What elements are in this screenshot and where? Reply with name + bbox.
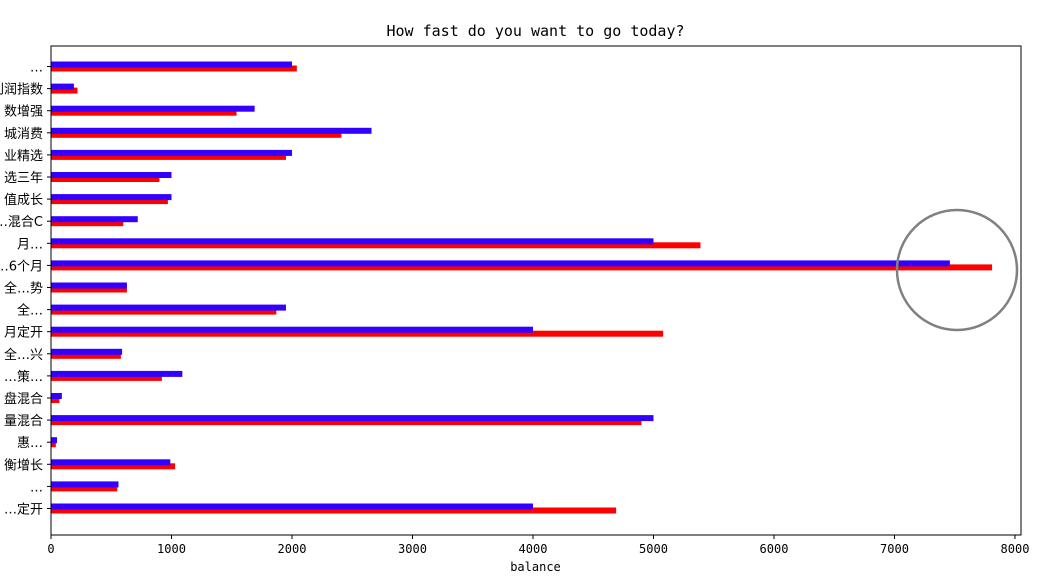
bar-series2 — [51, 127, 372, 134]
y-tick-label: 月定开 — [4, 326, 43, 341]
bar-series2 — [51, 326, 533, 333]
bar-series2 — [51, 105, 255, 112]
y-tick-label: 值成长 — [4, 192, 43, 208]
bar-series2 — [51, 437, 58, 444]
bar-series1 — [51, 65, 297, 72]
bar-series2 — [51, 348, 123, 355]
bar-series1 — [51, 264, 993, 271]
bar-series1 — [51, 131, 342, 138]
plot-frame — [50, 45, 1022, 536]
x-tick-label: 1000 — [157, 542, 186, 556]
bar-series1 — [51, 198, 168, 205]
x-tick-label: 8000 — [1001, 542, 1030, 556]
x-tick-label: 3000 — [398, 542, 427, 556]
y-tick-label: 选三年 — [4, 171, 43, 186]
y-tick-label: 城消费 — [4, 127, 43, 142]
y-tick-label: 月… — [17, 237, 43, 252]
bar-series1 — [51, 87, 78, 94]
x-tick-label: 4000 — [519, 542, 548, 556]
bar-series1 — [51, 419, 642, 426]
y-tick-label: 利润指数 — [0, 83, 43, 98]
bar-series2 — [51, 61, 292, 68]
bar-series2 — [51, 216, 138, 223]
bar-series1 — [51, 286, 127, 293]
x-tick-label: 7000 — [880, 542, 909, 556]
y-tick-label: 全…兴 — [4, 347, 43, 363]
bar-series2 — [51, 503, 533, 510]
bar-series1 — [51, 463, 176, 470]
bar-series1 — [51, 220, 124, 227]
y-tick-label: 量混合 — [4, 414, 43, 429]
plot-border — [50, 45, 1022, 536]
bar-series2 — [51, 260, 950, 267]
annotation-layer — [895, 208, 1019, 332]
bar-series1 — [51, 352, 121, 359]
bar-series1 — [51, 308, 277, 315]
bar-series1 — [51, 507, 617, 514]
bar-series1 — [51, 441, 56, 448]
y-tick-label: 衡增长 — [4, 458, 43, 473]
bar-series2 — [51, 393, 62, 399]
bar-series1 — [51, 397, 60, 403]
bar-series1 — [51, 330, 664, 337]
bar-series2 — [51, 282, 127, 289]
bar-series2 — [51, 370, 183, 377]
bar-series1 — [51, 176, 160, 182]
y-tick-label: 惠… — [17, 436, 43, 451]
y-tick-label: …定开 — [4, 503, 43, 518]
x-tick-label: 6000 — [760, 542, 789, 556]
bar-series1 — [51, 109, 237, 116]
x-tick-label: 2000 — [278, 542, 307, 556]
y-tick-label: 业精选 — [4, 149, 43, 164]
bar-series2 — [51, 149, 292, 156]
bar-series1 — [51, 485, 118, 492]
highlight-circle — [895, 208, 1019, 332]
bar-series2 — [51, 83, 74, 90]
x-ticks: 0 1000 2000 3000 4000 5000 6000 7000 8000 — [47, 535, 1029, 556]
x-tick-label: 5000 — [639, 542, 668, 556]
bar-series2 — [51, 415, 654, 422]
bar-series2 — [51, 481, 119, 488]
bar-series2 — [51, 194, 172, 201]
y-tick-label: 数增强 — [4, 105, 43, 120]
bar-series2 — [51, 304, 286, 311]
y-tick-label: 全… — [17, 303, 43, 319]
bar-series2 — [51, 238, 654, 245]
chart-title: How fast do you want to go today? — [386, 22, 685, 40]
y-tick-label: …6个月 — [0, 259, 43, 274]
bar-series1 — [51, 374, 162, 381]
y-tick-label: 全…势 — [4, 281, 43, 297]
bar-series2 — [51, 459, 171, 466]
x-axis-label: balance — [510, 560, 561, 574]
y-tick-label: …混合C — [0, 215, 43, 230]
bars-layer — [51, 61, 993, 514]
y-tick-label: …策… — [4, 369, 43, 385]
y-tick-label: 盘混合 — [4, 391, 43, 407]
bar-series2 — [51, 172, 172, 178]
y-tick-label: … — [30, 480, 43, 495]
x-tick-label: 0 — [47, 542, 54, 556]
bar-series1 — [51, 153, 286, 160]
bar-series1 — [51, 242, 701, 249]
y-tick-label: … — [30, 61, 43, 76]
